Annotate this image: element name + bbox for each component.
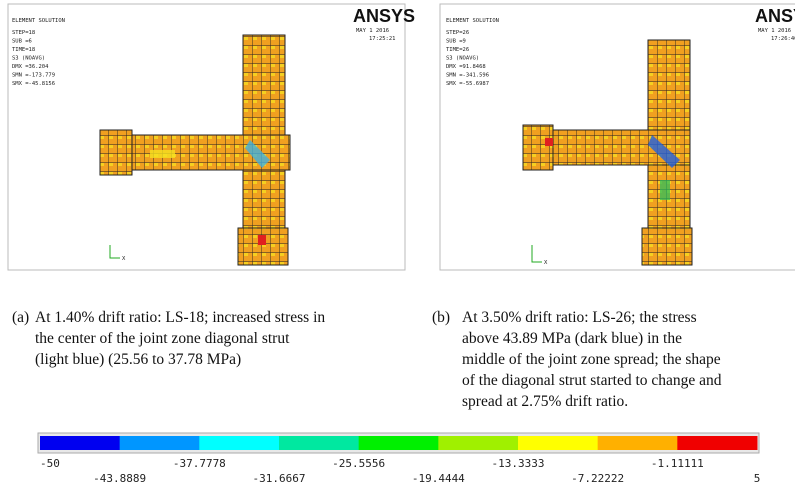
colorbar-swatch [199,436,280,450]
caption-line: (light blue) (25.56 to 37.78 MPa) [35,351,241,368]
panel-date: MAY 1 2016 [356,28,389,34]
frame-model [99,34,291,266]
colorbar-label: 5 [754,472,761,485]
panel-info: STEP=18 [12,30,35,36]
caption-tag: (b) [432,309,450,326]
colorbar-swatch [40,436,121,450]
frame-model [522,39,693,266]
colorbar-label: -37.7778 [173,457,226,470]
colorbar-label: -7.22222 [571,472,624,485]
caption-line: At 1.40% drift ratio: LS-18; increased s… [35,309,325,326]
ansys-logo: ANSYS [755,6,795,26]
axis-label: X [544,260,548,266]
panel-info: SMX =-55.6987 [446,81,489,87]
caption-line: the center of the joint zone diagonal st… [35,330,290,347]
panel-time: 17:26:40 [771,36,795,42]
panel-info: SUB =9 [446,39,466,45]
panel-date: MAY 1 2016 [758,28,791,34]
panel-info: SMN =-173.779 [12,73,55,79]
colorbar-label: -31.6667 [253,472,306,485]
caption-line: spread at 2.75% drift ratio. [462,393,628,410]
panel-info: TIME=26 [446,47,469,53]
panel-info: S3 (NOAVG) [12,56,45,62]
caption-line: middle of the joint zone spread; the sha… [462,351,721,368]
panel-time: 17:25:21 [369,36,396,42]
colorbar-swatch [438,436,519,450]
caption-line: above 43.89 MPa (dark blue) in the [462,330,682,347]
panel-info: DMX =36.204 [12,64,49,70]
panel-info: SMX =-45.8156 [12,81,55,87]
colorbar-label: -1.11111 [651,457,704,470]
axis-label: X [122,256,126,262]
colorbar-swatch [358,436,439,450]
colorbar-swatch [597,436,678,450]
colorbar-swatch [518,436,599,450]
panel-info: DMX =91.8468 [446,64,486,70]
panel-header: ELEMENT SOLUTION [12,18,65,24]
colorbar-label: -50 [40,457,60,470]
colorbar-label: -43.8889 [93,472,146,485]
axis-triad [109,245,120,259]
ansys-logo: ANSYS [353,6,415,26]
colorbar-swatch [677,436,758,450]
colorbar-label: -25.5556 [332,457,385,470]
caption-tag: (a) [12,309,29,326]
panel-info: STEP=26 [446,30,469,36]
caption-line: of the diagonal strut started to change … [462,372,722,389]
panel-info: SUB =6 [12,39,32,45]
panel-info: S3 (NOAVG) [446,56,479,62]
colorbar-swatch [119,436,200,450]
colorbar-label: -19.4444 [412,472,465,485]
panel-info: TIME=18 [12,47,35,53]
panel-info: SMN =-341.596 [446,73,489,79]
colorbar-swatch [279,436,360,450]
caption-line: At 3.50% drift ratio: LS-26; the stress [462,309,697,326]
panel-header: ELEMENT SOLUTION [446,18,499,24]
colorbar-label: -13.3333 [492,457,545,470]
axis-triad [531,245,542,263]
